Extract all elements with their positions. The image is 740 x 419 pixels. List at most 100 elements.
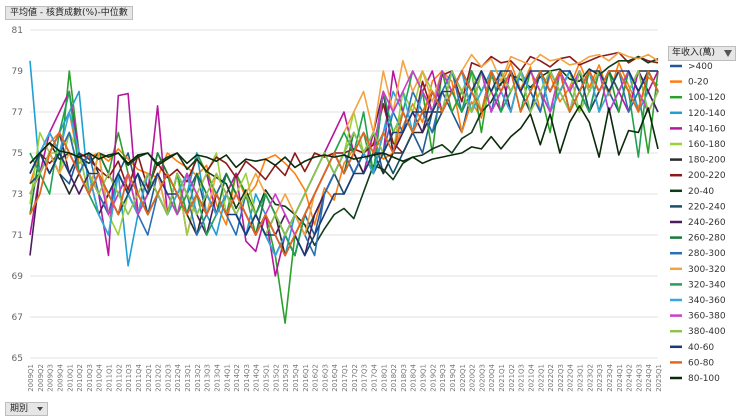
series-line — [29, 55, 659, 247]
x-tick-label: 2018Q4 — [410, 363, 418, 391]
x-tick-label: 2020Q4 — [488, 363, 496, 391]
x-tick-label: 2017Q2 — [351, 364, 359, 392]
measure-title-pill[interactable]: 平均値 - 核貨成數(%)-中位數 — [5, 6, 133, 20]
period-filter-button[interactable]: 期別 — [5, 402, 48, 416]
x-tick-label: 2017Q3 — [361, 364, 369, 392]
legend-entry: 180-200 — [688, 156, 726, 166]
legend-entry: 200-220 — [688, 171, 726, 181]
x-tick-label: 2022Q2 — [547, 364, 555, 392]
y-tick-label: 77 — [12, 108, 23, 118]
x-tick-label: 2023Q1 — [577, 364, 585, 392]
series-line — [29, 70, 659, 236]
legend-entry: 340-360 — [688, 296, 726, 306]
x-tick-label: 2009Q4 — [56, 363, 64, 391]
x-tick-label: 2017Q4 — [370, 363, 378, 391]
x-tick-label: 2011Q2 — [115, 364, 123, 392]
series-line — [29, 105, 659, 169]
legend-entry: 240-260 — [688, 218, 726, 228]
dropdown-arrow-icon — [36, 406, 43, 411]
x-tick-label: 2010Q4 — [96, 363, 104, 391]
legend-entry: 320-340 — [688, 280, 726, 290]
x-tick-label: 2025Q1 — [655, 364, 663, 392]
x-tick-label: 2017Q1 — [341, 364, 349, 392]
x-tick-label: 2009Q3 — [47, 364, 55, 392]
x-tick-label: 2014Q1 — [223, 364, 231, 392]
legend-entry: 0-20 — [688, 78, 709, 88]
y-tick-label: 65 — [12, 354, 23, 364]
legend-entry: 220-240 — [688, 202, 726, 212]
y-tick-label: 69 — [12, 272, 24, 282]
x-tick-label: 2011Q1 — [106, 364, 114, 392]
x-tick-label: 2024Q1 — [616, 364, 624, 392]
y-tick-label: 81 — [12, 26, 23, 36]
legend-entry: 60-80 — [688, 358, 714, 368]
x-tick-label: 2021Q4 — [527, 363, 535, 391]
x-tick-label: 2021Q3 — [518, 364, 526, 392]
x-tick-label: 2012Q3 — [164, 364, 172, 392]
x-tick-label: 2018Q1 — [380, 364, 388, 392]
series-line — [29, 70, 659, 257]
x-tick-label: 2016Q4 — [331, 363, 339, 391]
x-tick-label: 2022Q4 — [567, 363, 575, 391]
x-tick-label: 2013Q4 — [213, 363, 221, 391]
x-tick-label: 2020Q2 — [469, 364, 477, 392]
x-tick-label: 2019Q1 — [420, 364, 428, 392]
y-tick-label: 75 — [12, 149, 23, 159]
x-tick-label: 2015Q2 — [272, 364, 280, 392]
legend-header[interactable]: 年收入(萬) — [668, 46, 736, 61]
x-tick-label: 2022Q3 — [557, 364, 565, 392]
x-tick-label: 2010Q2 — [76, 364, 84, 392]
x-tick-label: 2014Q3 — [243, 364, 251, 392]
legend-entry: 100-120 — [688, 93, 726, 103]
x-tick-label: 2016Q3 — [321, 364, 329, 392]
legend-entry: >400 — [688, 62, 713, 72]
x-tick-label: 2013Q3 — [204, 364, 212, 392]
x-tick-label: 2020Q3 — [478, 364, 486, 392]
measure-title: 平均値 - 核貨成數(%)-中位數 — [10, 8, 128, 18]
x-tick-label: 2022Q1 — [537, 364, 545, 392]
period-filter-label: 期別 — [10, 404, 29, 414]
x-tick-label: 2015Q1 — [263, 364, 271, 392]
legend-entry: 160-180 — [688, 140, 726, 150]
x-tick-label: 2023Q3 — [596, 364, 604, 392]
x-tick-label: 2023Q2 — [586, 364, 594, 392]
x-tick-label: 2019Q4 — [449, 363, 457, 391]
x-tick-label: 2011Q4 — [135, 363, 143, 391]
legend-entry: 40-60 — [688, 343, 714, 353]
x-tick-label: 2013Q2 — [194, 364, 202, 392]
legend-entry: 380-400 — [688, 327, 726, 337]
x-tick-label: 2024Q4 — [645, 363, 653, 391]
y-tick-label: 79 — [12, 67, 24, 77]
x-tick-label: 2012Q4 — [174, 363, 182, 391]
x-tick-label: 2020Q1 — [459, 364, 467, 392]
x-tick-label: 2021Q1 — [498, 364, 506, 392]
x-tick-label: 2016Q2 — [312, 364, 320, 392]
x-tick-label: 2024Q3 — [635, 364, 643, 392]
x-tick-label: 2009Q1 — [27, 364, 35, 392]
legend-entry: 260-280 — [688, 234, 726, 244]
x-tick-label: 2018Q3 — [400, 364, 408, 392]
legend-entry: 80-100 — [688, 374, 720, 384]
x-tick-label: 2011Q3 — [125, 364, 133, 392]
legend-entry: 20-40 — [688, 187, 714, 197]
legend-entry: 140-160 — [688, 124, 726, 134]
legend-entry: 300-320 — [688, 265, 726, 275]
legend-entry: 360-380 — [688, 312, 726, 322]
x-tick-label: 2010Q1 — [66, 364, 74, 392]
legend-entry: 120-140 — [688, 109, 726, 119]
y-tick-label: 71 — [12, 231, 23, 241]
x-tick-label: 2009Q2 — [37, 364, 45, 392]
series-line — [29, 70, 659, 324]
x-tick-label: 2018Q2 — [390, 364, 398, 392]
x-tick-label: 2023Q4 — [606, 363, 614, 391]
x-tick-label: 2014Q4 — [253, 363, 261, 391]
filter-funnel-icon[interactable] — [724, 50, 732, 57]
x-tick-label: 2016Q1 — [302, 364, 310, 392]
x-tick-label: 2012Q2 — [155, 364, 163, 392]
x-tick-label: 2014Q2 — [233, 364, 241, 392]
legend-entry: 280-300 — [688, 249, 726, 259]
x-tick-label: 2012Q1 — [145, 364, 153, 392]
x-tick-label: 2013Q1 — [184, 364, 192, 392]
x-tick-label: 2010Q3 — [86, 364, 94, 392]
